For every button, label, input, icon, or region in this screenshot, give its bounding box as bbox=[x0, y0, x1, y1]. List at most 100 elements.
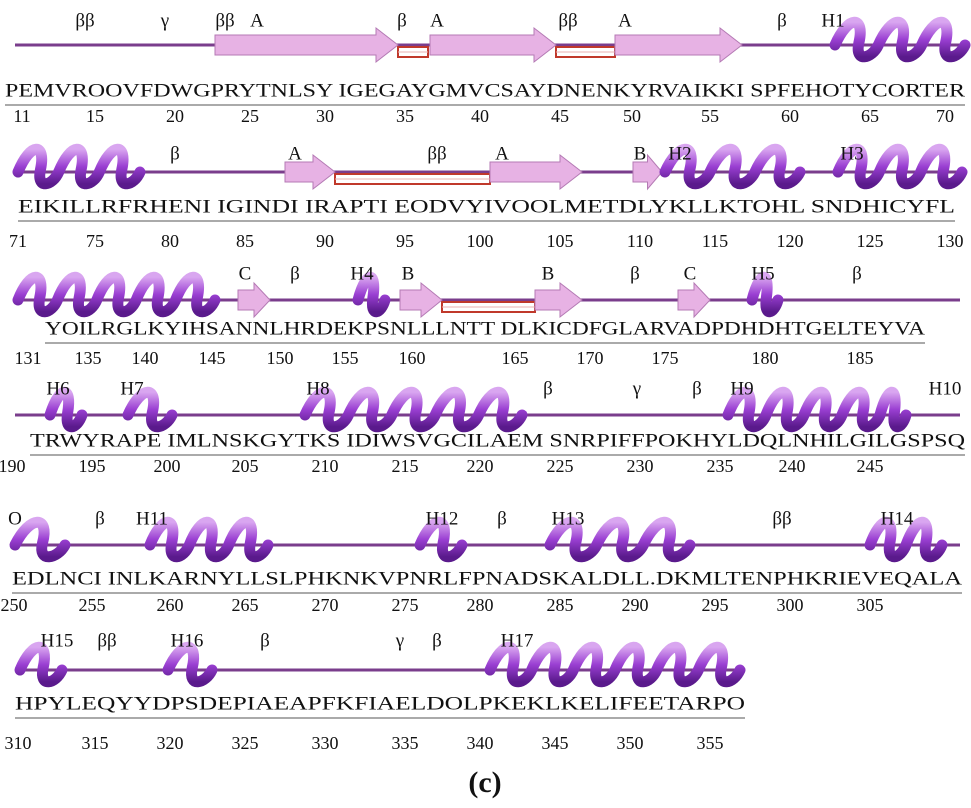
residue-number: 225 bbox=[547, 456, 574, 476]
residue-number: 295 bbox=[702, 595, 729, 615]
residue-number: 200 bbox=[154, 456, 181, 476]
residue-number: 155 bbox=[332, 348, 359, 368]
residue-number: 140 bbox=[132, 348, 159, 368]
residue-number: 15 bbox=[86, 106, 104, 126]
structure-label: H4 bbox=[350, 263, 374, 284]
residue-number: 205 bbox=[232, 456, 259, 476]
residue-number: 125 bbox=[857, 231, 884, 251]
helix bbox=[15, 522, 65, 557]
residue-number: 215 bbox=[392, 456, 419, 476]
structure-label: γ bbox=[160, 10, 169, 31]
residue-number: 185 bbox=[847, 348, 874, 368]
residue-number: 350 bbox=[617, 733, 644, 753]
structure-label: β bbox=[290, 263, 300, 284]
residue-number: 165 bbox=[502, 348, 529, 368]
helix bbox=[490, 647, 740, 682]
residue-number: 355 bbox=[697, 733, 724, 753]
structure-label: β bbox=[260, 630, 270, 651]
residue-number: 330 bbox=[312, 733, 339, 753]
residue-number: 325 bbox=[232, 733, 259, 753]
strand-arrow bbox=[678, 283, 710, 317]
residue-number: 110 bbox=[627, 231, 653, 251]
residue-number: 80 bbox=[161, 231, 179, 251]
helix bbox=[18, 149, 140, 184]
structure-diagram: (c) ββγββAβAββAβH1PEMVROOVFDWGPRYTNLSY I… bbox=[0, 0, 971, 808]
residue-number: 240 bbox=[779, 456, 806, 476]
residue-number: 170 bbox=[577, 348, 604, 368]
structure-label: β bbox=[170, 143, 180, 164]
residue-number: 340 bbox=[467, 733, 494, 753]
residue-number: 210 bbox=[312, 456, 339, 476]
structure-label: ββ bbox=[75, 10, 94, 31]
residue-number: 71 bbox=[9, 231, 27, 251]
structure-label: O bbox=[8, 508, 22, 529]
sequence: YOILRGLKYIHSANNLHRDEKPSNLLLNTT DLKICDFGL… bbox=[45, 318, 925, 339]
residue-number: 60 bbox=[781, 106, 799, 126]
residue-number: 45 bbox=[551, 106, 569, 126]
structure-label: B bbox=[542, 263, 555, 284]
structure-label: ββ bbox=[97, 630, 116, 651]
structure-label: ββ bbox=[427, 143, 446, 164]
residue-number: 30 bbox=[316, 106, 334, 126]
residue-number: 220 bbox=[467, 456, 494, 476]
structure-label: H17 bbox=[501, 630, 534, 651]
structure-label: B bbox=[634, 143, 647, 164]
residue-number: 65 bbox=[861, 106, 879, 126]
residue-number: 255 bbox=[79, 595, 106, 615]
residue-number: 175 bbox=[652, 348, 679, 368]
residue-number: 305 bbox=[857, 595, 884, 615]
structure-label: ββ bbox=[215, 10, 234, 31]
residue-number: 190 bbox=[0, 456, 26, 476]
caption: (c) bbox=[468, 766, 501, 799]
residue-number: 290 bbox=[622, 595, 649, 615]
structure-label: H12 bbox=[426, 508, 459, 529]
residue-number: 275 bbox=[392, 595, 419, 615]
structure-label: H7 bbox=[120, 378, 143, 399]
residue-number: 260 bbox=[157, 595, 184, 615]
residue-number: 35 bbox=[396, 106, 414, 126]
structure-label: H9 bbox=[730, 378, 753, 399]
residue-number: 145 bbox=[199, 348, 226, 368]
residue-number: 90 bbox=[316, 231, 334, 251]
structure-label: γ bbox=[632, 378, 641, 399]
strand-arrow bbox=[238, 283, 270, 317]
residue-number: 40 bbox=[471, 106, 489, 126]
helix bbox=[168, 647, 212, 682]
residue-number: 345 bbox=[542, 733, 569, 753]
residue-number: 265 bbox=[232, 595, 259, 615]
strand-arrow bbox=[400, 283, 442, 317]
structure-label: H1 bbox=[821, 10, 844, 31]
structure-label: γ bbox=[395, 630, 404, 651]
structure-label: H3 bbox=[840, 143, 863, 164]
structure-label: H10 bbox=[929, 378, 962, 399]
structure-label: β bbox=[630, 263, 640, 284]
residue-number: 11 bbox=[13, 106, 30, 126]
structure-label: β bbox=[777, 10, 787, 31]
structure-label: H5 bbox=[751, 263, 774, 284]
strand-arrow bbox=[215, 28, 398, 62]
sequence: TRWYRAPE IMLNSKGYTKS IDIWSVGCILAEM SNRPI… bbox=[30, 430, 965, 451]
helix bbox=[835, 22, 965, 57]
residue-number: 100 bbox=[467, 231, 494, 251]
structure-label: A bbox=[430, 10, 444, 31]
strand-arrow bbox=[430, 28, 556, 62]
residue-number: 160 bbox=[399, 348, 426, 368]
structure-label: A bbox=[288, 143, 302, 164]
structure-label: ββ bbox=[772, 508, 791, 529]
residue-number: 131 bbox=[15, 348, 42, 368]
structure-label: H8 bbox=[306, 378, 329, 399]
structure-label: C bbox=[684, 263, 697, 284]
structure-label: B bbox=[402, 263, 415, 284]
residue-number: 25 bbox=[241, 106, 259, 126]
structure-label: H11 bbox=[136, 508, 168, 529]
structure-label: β bbox=[397, 10, 407, 31]
helix bbox=[305, 392, 522, 427]
residue-number: 50 bbox=[623, 106, 641, 126]
structure-label: β bbox=[692, 378, 702, 399]
residue-number: 75 bbox=[86, 231, 104, 251]
residue-number: 135 bbox=[75, 348, 102, 368]
residue-number: 280 bbox=[467, 595, 494, 615]
residue-number: 85 bbox=[236, 231, 254, 251]
residue-number: 180 bbox=[752, 348, 779, 368]
strand-arrow bbox=[615, 28, 742, 62]
